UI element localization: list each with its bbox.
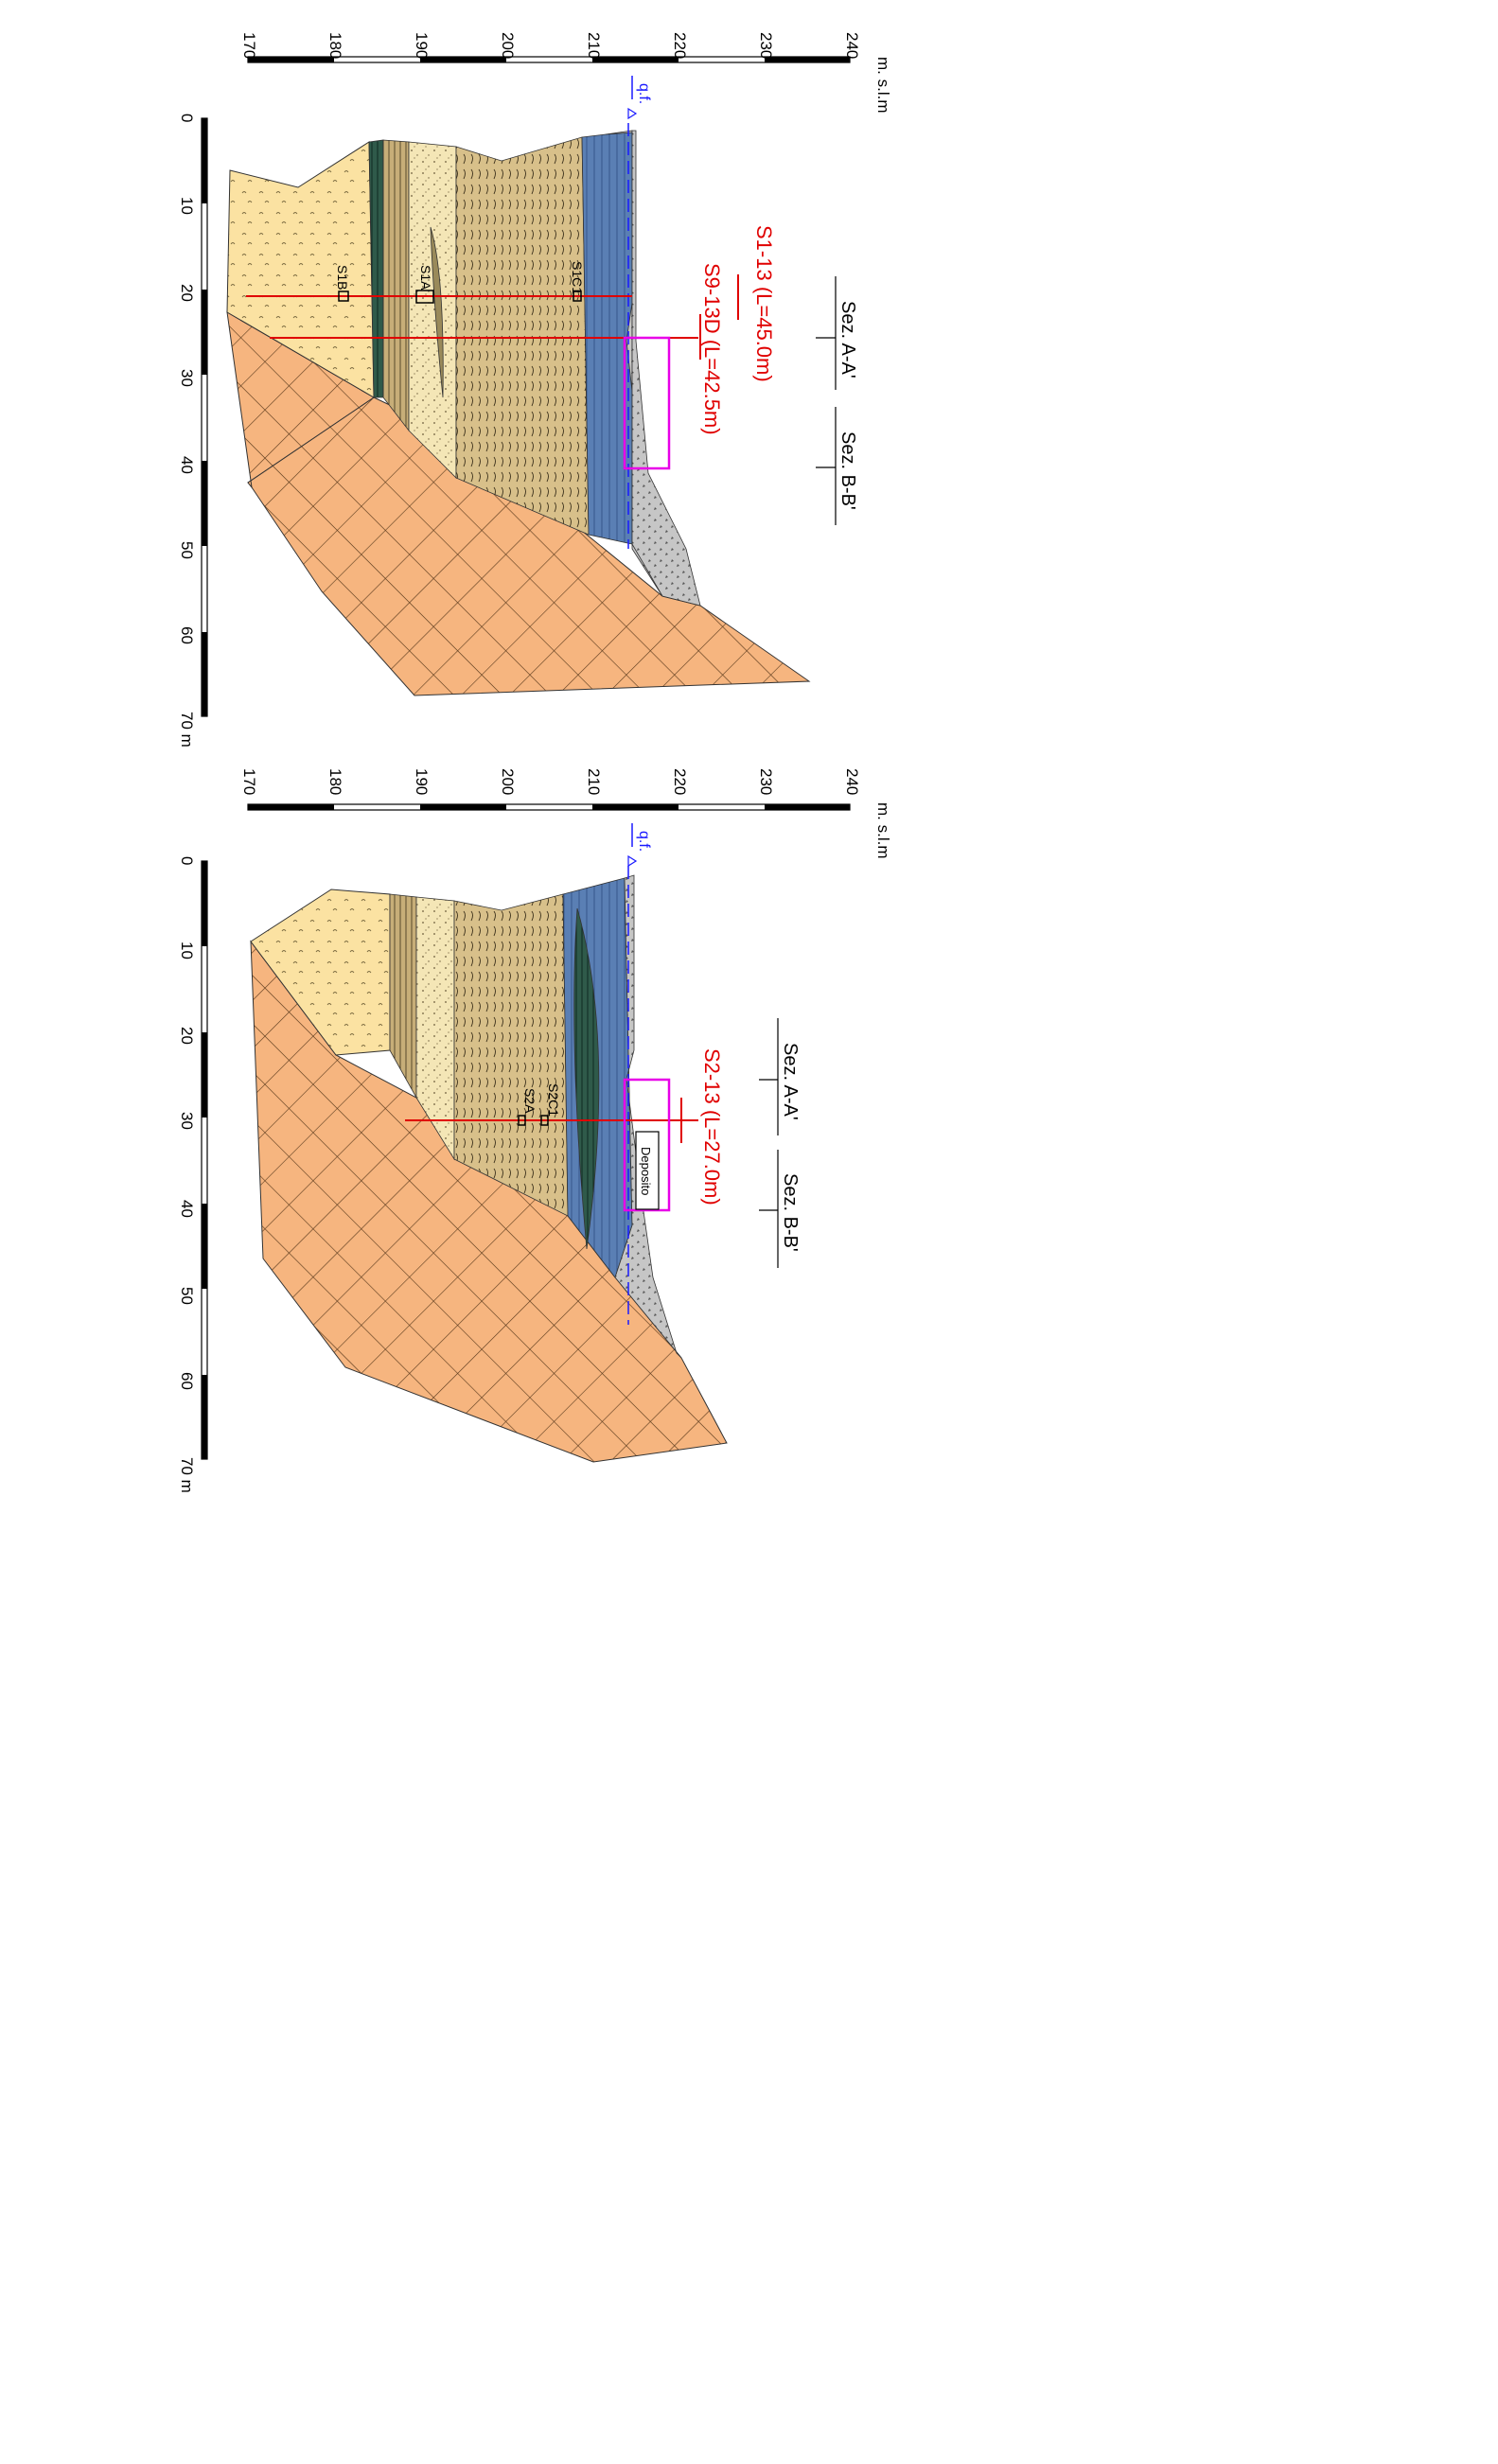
section-a: 170 180 190 200 210 220 230 240 m. s.l.m…	[178, 32, 892, 748]
section-title: Sez. B-B'	[837, 431, 858, 510]
distance-tick: 70 m	[178, 1457, 196, 1493]
section-title: Sez. B-B'	[780, 1173, 801, 1252]
laminated-silt-layer	[389, 893, 417, 1100]
elevation-unit: m. s.l.m	[874, 802, 892, 859]
sample-label: S1C1	[570, 261, 585, 294]
distance-tick: 40	[178, 456, 196, 474]
elevation-tick: 190	[413, 32, 431, 59]
sand-layer	[408, 141, 457, 479]
elevation-tick: 210	[585, 768, 603, 795]
distance-tick: 20	[178, 284, 196, 302]
distance-tick: 20	[178, 1027, 196, 1045]
water-table-marker-a: q.f.	[627, 76, 652, 120]
surface-fill-cap	[631, 130, 701, 607]
distance-scale-b: 0 10 20 30 40 50 60 70 m	[178, 856, 208, 1493]
stratigraphy-b	[250, 866, 728, 1463]
elevation-tick: 230	[757, 32, 775, 59]
elevation-tick: 200	[499, 32, 517, 59]
elevation-tick: 240	[843, 32, 861, 59]
elevation-tick: 170	[240, 768, 258, 795]
sample-label: S1A	[418, 265, 433, 290]
section-b: 170 180 190 200 210 220 230 240 m. s.l.m…	[178, 768, 892, 1493]
highlight-box	[623, 1078, 671, 1212]
distance-tick: 60	[178, 626, 196, 644]
silt-layer	[455, 136, 590, 536]
surface-fill-layer	[614, 874, 682, 1359]
sample-label: S2C1	[546, 1083, 561, 1117]
sample-label: S2A	[522, 1088, 538, 1114]
elevation-unit: m. s.l.m	[874, 57, 892, 114]
laminated-silt-layer	[382, 139, 410, 432]
section-trace-b: Sez. A-A' Sez. B-B'	[759, 1018, 801, 1268]
borehole-label: S1-13 (L=45.0m)	[752, 225, 776, 382]
sample-label: S1B	[335, 265, 350, 290]
elevation-scale-b: 170 180 190 200 210 220 230 240 m. s.l.m	[240, 768, 892, 859]
boreholes-b: S2-13 (L=27.0m) S2C1 S2A	[405, 1048, 724, 1206]
elevation-tick: 230	[757, 768, 775, 795]
highlight-box	[623, 336, 671, 470]
section-title: Sez. A-A'	[780, 1043, 801, 1120]
distance-tick: 70 m	[178, 712, 196, 748]
elevation-tick: 240	[843, 768, 861, 795]
section-title: Sez. A-A'	[837, 301, 858, 378]
elevation-tick: 180	[326, 32, 344, 59]
elevation-scale-a: 170 180 190 200 210 220 230 240 m. s.l.m	[240, 32, 892, 114]
borehole-label: S9-13D (L=42.5m)	[700, 263, 724, 435]
elevation-tick: 220	[671, 32, 689, 59]
elevation-tick: 200	[499, 768, 517, 795]
dark-lens	[573, 907, 600, 1250]
elevation-tick: 180	[326, 768, 344, 795]
distance-tick: 50	[178, 541, 196, 559]
sample-marker	[415, 290, 434, 304]
sand-lens	[430, 226, 444, 398]
distance-tick: 40	[178, 1200, 196, 1218]
water-table-label: q.f.	[636, 83, 652, 104]
distance-tick: 10	[178, 942, 196, 959]
elevation-tick: 210	[585, 32, 603, 59]
deposit-callout: Deposito	[635, 1131, 660, 1210]
distance-tick: 30	[178, 1112, 196, 1130]
elevation-tick: 190	[413, 768, 431, 795]
distance-scale-a: 0 10 20 30 40 50 60 70 m	[178, 114, 208, 748]
elevation-tick: 220	[671, 768, 689, 795]
deposit-label: Deposito	[639, 1147, 653, 1195]
sample-marker	[338, 290, 349, 302]
distance-tick: 50	[178, 1287, 196, 1305]
distance-tick: 0	[178, 114, 196, 122]
sample-marker	[518, 1115, 526, 1126]
distance-tick: 10	[178, 197, 196, 215]
silt-layer	[453, 893, 569, 1217]
elevation-tick: 170	[240, 32, 258, 59]
section-trace-a: Sez. A-A' Sez. B-B'	[816, 276, 858, 525]
borehole-label: S2-13 (L=27.0m)	[700, 1048, 724, 1206]
water-table-marker-b: q.f.	[627, 823, 652, 868]
stratigraphy-a	[226, 123, 811, 696]
sample-marker	[540, 1115, 549, 1126]
distance-tick: 60	[178, 1372, 196, 1390]
water-table-label: q.f.	[636, 831, 652, 852]
distance-tick: 0	[178, 856, 196, 865]
sample-marker	[573, 290, 582, 302]
distance-tick: 30	[178, 369, 196, 387]
